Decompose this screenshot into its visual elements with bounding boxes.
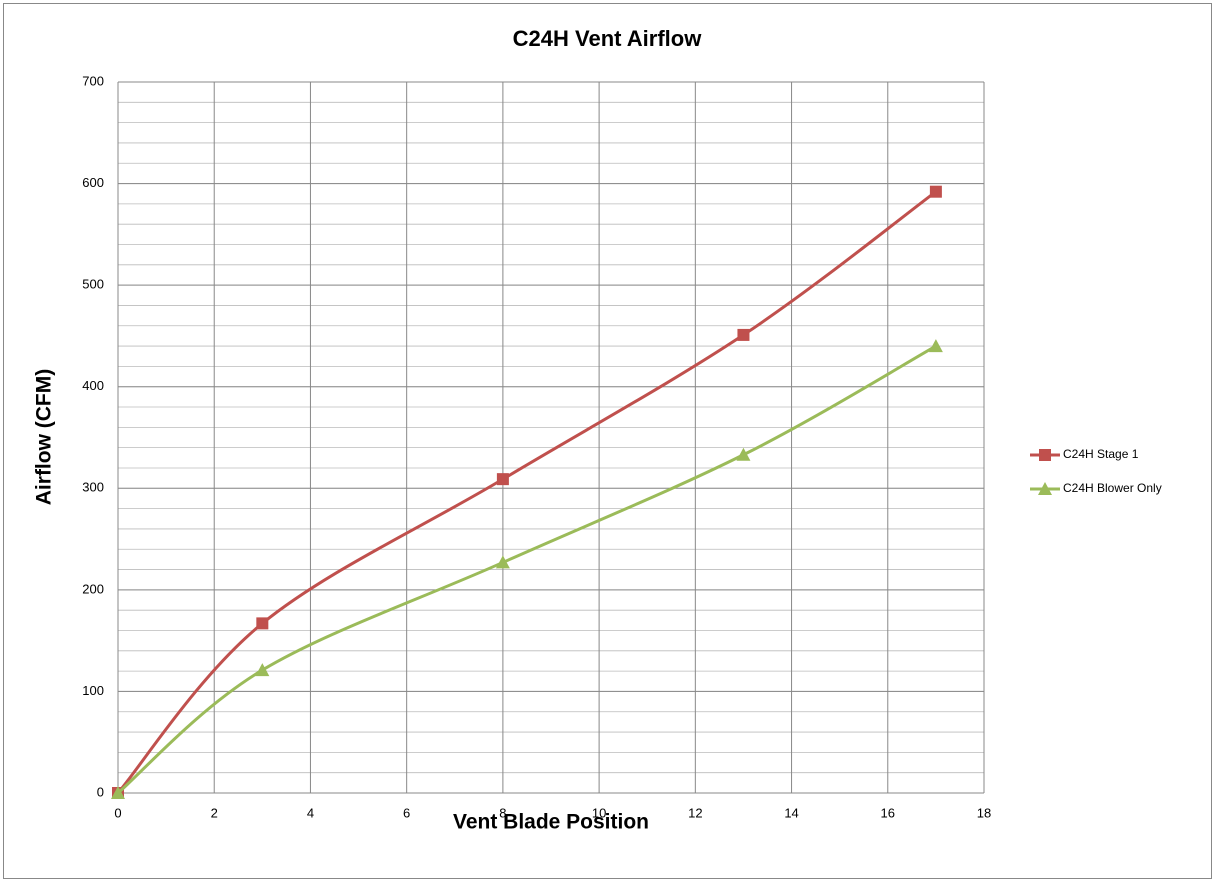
legend-label: C24H Stage 1 — [1063, 447, 1139, 461]
marker — [111, 786, 125, 799]
x-tick-label: 10 — [592, 805, 606, 820]
marker — [256, 617, 269, 630]
x-axis-title: Vent Blade Position — [453, 811, 649, 834]
y-tick-label: 400 — [82, 378, 104, 393]
chart-title: C24H Vent Airflow — [513, 26, 703, 51]
marker — [496, 473, 509, 486]
marker — [737, 328, 750, 341]
x-tick-label: 6 — [403, 805, 410, 820]
legend-marker — [1038, 482, 1052, 495]
x-tick-label: 18 — [977, 805, 991, 820]
x-tick-label: 16 — [881, 805, 895, 820]
y-tick-label: 0 — [97, 784, 104, 799]
y-tick-label: 200 — [82, 581, 104, 596]
legend-label: C24H Blower Only — [1063, 481, 1162, 495]
y-axis-title: Airflow (CFM) — [33, 369, 56, 505]
marker — [255, 663, 270, 677]
x-tick-label: 4 — [307, 805, 314, 820]
marker — [736, 447, 751, 461]
marker — [929, 185, 942, 198]
legend-marker — [1039, 449, 1051, 461]
y-tick-label: 300 — [82, 480, 104, 495]
x-tick-label: 12 — [688, 805, 702, 820]
marker — [928, 339, 943, 353]
x-tick-label: 0 — [114, 805, 121, 820]
y-tick-label: 700 — [82, 73, 104, 88]
y-tick-label: 500 — [82, 277, 104, 292]
x-tick-label: 14 — [784, 805, 798, 820]
marker — [495, 555, 510, 569]
y-tick-label: 600 — [82, 175, 104, 190]
x-tick-label: 2 — [211, 805, 218, 820]
y-tick-label: 100 — [82, 683, 104, 698]
chart-border — [3, 3, 1212, 879]
x-tick-label: 8 — [499, 805, 506, 820]
